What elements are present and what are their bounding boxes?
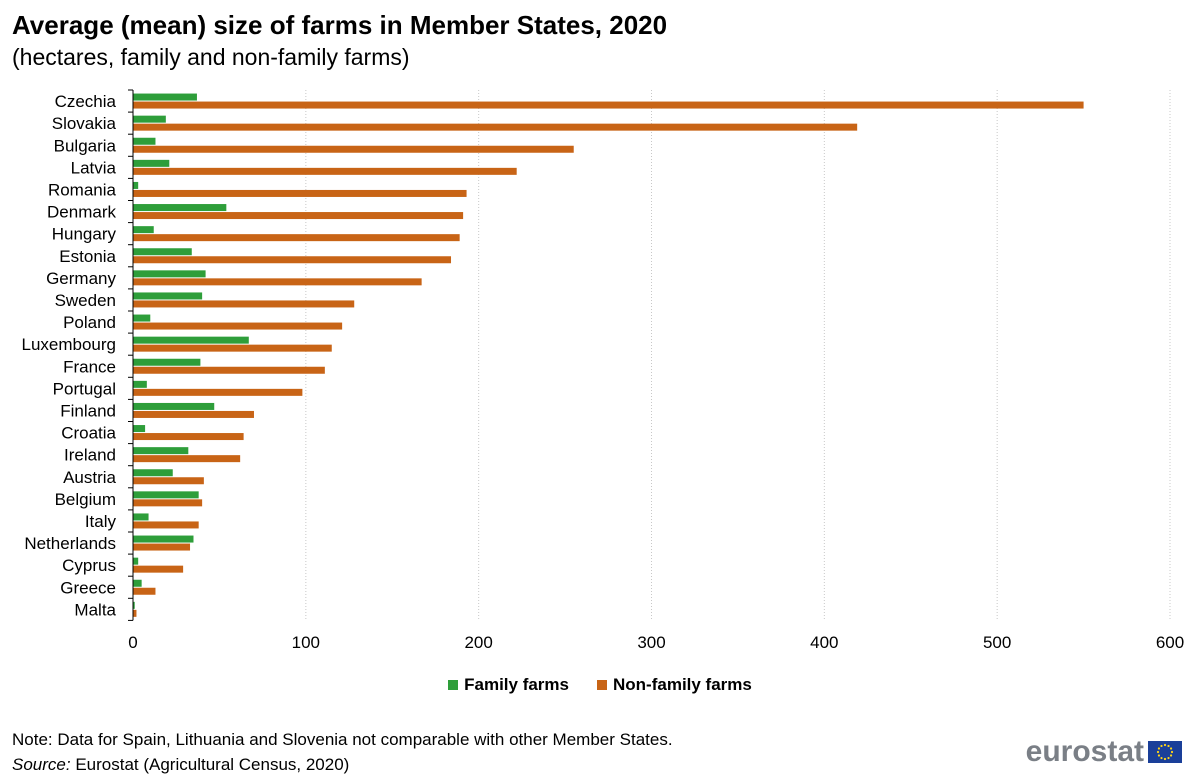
eurostat-logo: eurostat <box>1025 735 1182 768</box>
category-label-luxembourg: Luxembourg <box>21 335 116 354</box>
bar-non-family-malta <box>133 609 137 617</box>
chart-title: Average (mean) size of farms in Member S… <box>12 10 668 40</box>
bar-family-belgium <box>133 491 199 499</box>
bar-family-bulgaria <box>133 137 156 145</box>
category-label-latvia: Latvia <box>71 158 117 177</box>
bar-chart: Czechia Slovakia Bulgaria Latvia Romania Denm… <box>21 89 1184 652</box>
category-label-slovakia: Slovakia <box>52 114 117 133</box>
chart-note: Note: Data for Spain, Lithuania and Slov… <box>12 730 673 749</box>
bar-non-family-hungary <box>133 234 460 242</box>
bar-non-family-germany <box>133 278 422 286</box>
legend-swatch-non-family <box>597 680 607 690</box>
bar-family-slovakia <box>133 115 166 123</box>
bar-non-family-greece <box>133 587 156 595</box>
category-label-cyprus: Cyprus <box>62 556 116 575</box>
source-label: Source: <box>12 755 71 774</box>
bar-family-austria <box>133 469 173 477</box>
category-label-finland: Finland <box>60 401 116 420</box>
bar-non-family-finland <box>133 410 254 418</box>
chart-source: Source: Eurostat (Agricultural Census, 2… <box>12 755 349 775</box>
bar-family-portugal <box>133 380 147 388</box>
x-tick-label-100: 100 <box>292 633 320 652</box>
chart-subtitle: (hectares, family and non-family farms) <box>12 44 410 70</box>
bar-non-family-croatia <box>133 433 244 441</box>
bar-non-family-france <box>133 366 325 374</box>
category-label-poland: Poland <box>63 313 116 332</box>
category-label-ireland: Ireland <box>64 446 116 465</box>
bar-family-hungary <box>133 226 154 234</box>
bar-non-family-austria <box>133 477 204 485</box>
bar-family-ireland <box>133 447 189 455</box>
category-label-czechia: Czechia <box>55 92 117 111</box>
category-label-austria: Austria <box>63 468 116 487</box>
category-label-germany: Germany <box>46 269 116 288</box>
bar-non-family-romania <box>133 189 467 197</box>
category-label-croatia: Croatia <box>61 424 116 443</box>
category-label-estonia: Estonia <box>59 247 116 266</box>
bar-non-family-netherlands <box>133 543 191 551</box>
x-tick-label-200: 200 <box>464 633 492 652</box>
legend-swatch-family <box>448 680 459 690</box>
bar-non-family-luxembourg <box>133 344 332 352</box>
category-label-italy: Italy <box>85 512 117 531</box>
bar-non-family-estonia <box>133 256 452 264</box>
bar-family-italy <box>133 513 149 521</box>
bar-family-cyprus <box>133 557 139 565</box>
category-label-romania: Romania <box>48 180 117 199</box>
bar-family-netherlands <box>133 535 194 543</box>
bar-non-family-denmark <box>133 212 464 220</box>
bar-family-czechia <box>133 93 197 101</box>
bar-family-latvia <box>133 159 170 167</box>
bar-family-luxembourg <box>133 336 249 344</box>
bar-family-denmark <box>133 204 227 212</box>
legend-item-family: Family farms <box>448 675 569 695</box>
category-label-sweden: Sweden <box>55 291 116 310</box>
category-label-bulgaria: Bulgaria <box>54 136 117 155</box>
eu-flag-icon <box>1148 741 1182 763</box>
logo-text: eurostat <box>1025 735 1144 768</box>
category-label-belgium: Belgium <box>55 490 116 509</box>
legend-label-non-family: Non-family farms <box>613 675 752 694</box>
bar-non-family-poland <box>133 322 343 330</box>
x-tick-label-600: 600 <box>1156 633 1184 652</box>
bar-non-family-sweden <box>133 300 355 308</box>
bar-non-family-portugal <box>133 388 303 396</box>
category-label-denmark: Denmark <box>47 203 116 222</box>
bar-non-family-bulgaria <box>133 145 574 153</box>
bar-non-family-czechia <box>133 101 1084 109</box>
bar-family-germany <box>133 270 206 278</box>
legend-item-non-family: Non-family farms <box>597 675 752 695</box>
x-tick-label-400: 400 <box>810 633 838 652</box>
category-label-hungary: Hungary <box>52 225 117 244</box>
category-label-portugal: Portugal <box>53 379 116 398</box>
bar-non-family-ireland <box>133 455 241 463</box>
bar-family-poland <box>133 314 151 322</box>
category-label-greece: Greece <box>60 578 116 597</box>
bar-family-greece <box>133 579 142 587</box>
legend-label-family: Family farms <box>464 675 569 694</box>
bar-family-croatia <box>133 425 146 433</box>
bar-non-family-belgium <box>133 499 203 507</box>
bar-non-family-slovakia <box>133 123 858 131</box>
x-tick-label-0: 0 <box>128 633 137 652</box>
bar-family-sweden <box>133 292 203 300</box>
bar-family-malta <box>133 601 135 609</box>
bar-non-family-cyprus <box>133 565 184 573</box>
x-tick-label-500: 500 <box>983 633 1011 652</box>
bar-non-family-latvia <box>133 167 517 175</box>
x-tick-label-300: 300 <box>637 633 665 652</box>
bar-family-france <box>133 358 201 366</box>
bar-family-estonia <box>133 248 192 256</box>
category-label-netherlands: Netherlands <box>24 534 116 553</box>
source-text: Eurostat (Agricultural Census, 2020) <box>70 755 350 774</box>
bar-non-family-italy <box>133 521 199 529</box>
bar-family-finland <box>133 402 215 410</box>
bar-family-romania <box>133 181 139 189</box>
category-label-malta: Malta <box>74 600 116 619</box>
category-label-france: France <box>63 357 116 376</box>
legend: Family farms Non-family farms <box>0 675 1200 695</box>
